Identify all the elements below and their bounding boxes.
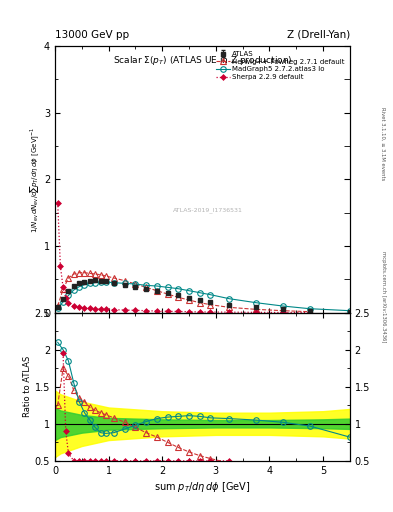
Sherpa 2.2.9 default: [307, 309, 312, 315]
Herwig++ Powheg 2.7.1 default: [187, 297, 191, 303]
Herwig++ Powheg 2.7.1 default: [144, 284, 149, 290]
Sherpa 2.2.9 default: [165, 308, 170, 314]
Sherpa 2.2.9 default: [133, 307, 138, 313]
Sherpa 2.2.9 default: [61, 284, 65, 290]
Herwig++ Powheg 2.7.1 default: [307, 309, 312, 315]
Herwig++ Powheg 2.7.1 default: [227, 304, 231, 310]
Sherpa 2.2.9 default: [72, 303, 76, 309]
Sherpa 2.2.9 default: [227, 309, 231, 315]
Sherpa 2.2.9 default: [82, 305, 87, 311]
Herwig++ Powheg 2.7.1 default: [72, 271, 76, 277]
MadGraph5 2.7.2.atlas3 lo: [154, 283, 159, 289]
Herwig++ Powheg 2.7.1 default: [66, 275, 71, 281]
Herwig++ Powheg 2.7.1 default: [253, 306, 258, 312]
MadGraph5 2.7.2.atlas3 lo: [347, 308, 352, 314]
MadGraph5 2.7.2.atlas3 lo: [253, 300, 258, 306]
Sherpa 2.2.9 default: [208, 309, 213, 315]
Herwig++ Powheg 2.7.1 default: [281, 308, 285, 314]
MadGraph5 2.7.2.atlas3 lo: [88, 280, 92, 286]
Text: 13000 GeV pp: 13000 GeV pp: [55, 30, 129, 40]
Sherpa 2.2.9 default: [253, 309, 258, 315]
Sherpa 2.2.9 default: [98, 306, 103, 312]
Sherpa 2.2.9 default: [58, 263, 63, 269]
MadGraph5 2.7.2.atlas3 lo: [104, 279, 108, 285]
MadGraph5 2.7.2.atlas3 lo: [61, 299, 65, 305]
Y-axis label: $1/N_\mathrm{ev}\,dN_\mathrm{ev}/d\!\sum\! p_T/d\eta\,d\phi\ [\mathrm{GeV}]^{-1}: $1/N_\mathrm{ev}\,dN_\mathrm{ev}/d\!\sum…: [28, 126, 41, 232]
MadGraph5 2.7.2.atlas3 lo: [187, 288, 191, 294]
Line: Sherpa 2.2.9 default: Sherpa 2.2.9 default: [56, 201, 312, 315]
Sherpa 2.2.9 default: [281, 309, 285, 315]
MadGraph5 2.7.2.atlas3 lo: [133, 281, 138, 287]
Sherpa 2.2.9 default: [197, 309, 202, 315]
Text: Z (Drell-Yan): Z (Drell-Yan): [286, 30, 350, 40]
MadGraph5 2.7.2.atlas3 lo: [307, 306, 312, 312]
MadGraph5 2.7.2.atlas3 lo: [66, 292, 71, 298]
Sherpa 2.2.9 default: [187, 309, 191, 315]
X-axis label: sum $p_T/d\eta\,d\phi$ [GeV]: sum $p_T/d\eta\,d\phi$ [GeV]: [154, 480, 251, 494]
MadGraph5 2.7.2.atlas3 lo: [165, 284, 170, 290]
Text: ATLAS-2019_I1736531: ATLAS-2019_I1736531: [173, 207, 243, 213]
Herwig++ Powheg 2.7.1 default: [55, 303, 60, 309]
Herwig++ Powheg 2.7.1 default: [82, 270, 87, 276]
MadGraph5 2.7.2.atlas3 lo: [112, 280, 116, 286]
Herwig++ Powheg 2.7.1 default: [133, 281, 138, 287]
MadGraph5 2.7.2.atlas3 lo: [82, 282, 87, 288]
MadGraph5 2.7.2.atlas3 lo: [93, 280, 97, 286]
Herwig++ Powheg 2.7.1 default: [122, 278, 127, 284]
MadGraph5 2.7.2.atlas3 lo: [197, 290, 202, 296]
Sherpa 2.2.9 default: [93, 306, 97, 312]
MadGraph5 2.7.2.atlas3 lo: [227, 295, 231, 302]
Text: mcplots.cern.ch [arXiv:1306.3436]: mcplots.cern.ch [arXiv:1306.3436]: [381, 251, 386, 343]
Text: Scalar $\Sigma(p_T)$ (ATLAS UE in Z production): Scalar $\Sigma(p_T)$ (ATLAS UE in Z prod…: [113, 54, 292, 67]
Herwig++ Powheg 2.7.1 default: [112, 275, 116, 281]
Text: Rivet 3.1.10, ≥ 3.1M events: Rivet 3.1.10, ≥ 3.1M events: [381, 106, 386, 180]
Line: MadGraph5 2.7.2.atlas3 lo: MadGraph5 2.7.2.atlas3 lo: [55, 279, 353, 313]
Sherpa 2.2.9 default: [63, 295, 68, 301]
MadGraph5 2.7.2.atlas3 lo: [176, 286, 181, 292]
Legend: ATLAS, Herwig++ Powheg 2.7.1 default, MadGraph5 2.7.2.atlas3 lo, Sherpa 2.2.9 de: ATLAS, Herwig++ Powheg 2.7.1 default, Ma…: [214, 50, 346, 81]
Sherpa 2.2.9 default: [88, 305, 92, 311]
MadGraph5 2.7.2.atlas3 lo: [98, 279, 103, 285]
Herwig++ Powheg 2.7.1 default: [61, 286, 65, 292]
Sherpa 2.2.9 default: [176, 308, 181, 314]
Sherpa 2.2.9 default: [66, 300, 71, 306]
MadGraph5 2.7.2.atlas3 lo: [144, 282, 149, 288]
Herwig++ Powheg 2.7.1 default: [93, 271, 97, 277]
Herwig++ Powheg 2.7.1 default: [208, 302, 213, 308]
Herwig++ Powheg 2.7.1 default: [88, 270, 92, 276]
Sherpa 2.2.9 default: [144, 308, 149, 314]
Herwig++ Powheg 2.7.1 default: [165, 291, 170, 297]
Sherpa 2.2.9 default: [55, 200, 60, 206]
Line: Herwig++ Powheg 2.7.1 default: Herwig++ Powheg 2.7.1 default: [55, 270, 312, 314]
MadGraph5 2.7.2.atlas3 lo: [72, 287, 76, 293]
Herwig++ Powheg 2.7.1 default: [154, 288, 159, 294]
Sherpa 2.2.9 default: [77, 304, 81, 310]
Herwig++ Powheg 2.7.1 default: [176, 294, 181, 301]
Sherpa 2.2.9 default: [104, 306, 108, 312]
Herwig++ Powheg 2.7.1 default: [104, 273, 108, 279]
Y-axis label: Ratio to ATLAS: Ratio to ATLAS: [23, 356, 32, 417]
MadGraph5 2.7.2.atlas3 lo: [122, 280, 127, 286]
MadGraph5 2.7.2.atlas3 lo: [281, 303, 285, 309]
MadGraph5 2.7.2.atlas3 lo: [55, 305, 60, 311]
Herwig++ Powheg 2.7.1 default: [77, 270, 81, 276]
Herwig++ Powheg 2.7.1 default: [197, 300, 202, 306]
Sherpa 2.2.9 default: [154, 308, 159, 314]
MadGraph5 2.7.2.atlas3 lo: [208, 292, 213, 298]
Herwig++ Powheg 2.7.1 default: [98, 272, 103, 278]
MadGraph5 2.7.2.atlas3 lo: [77, 284, 81, 290]
Sherpa 2.2.9 default: [112, 307, 116, 313]
Sherpa 2.2.9 default: [122, 307, 127, 313]
